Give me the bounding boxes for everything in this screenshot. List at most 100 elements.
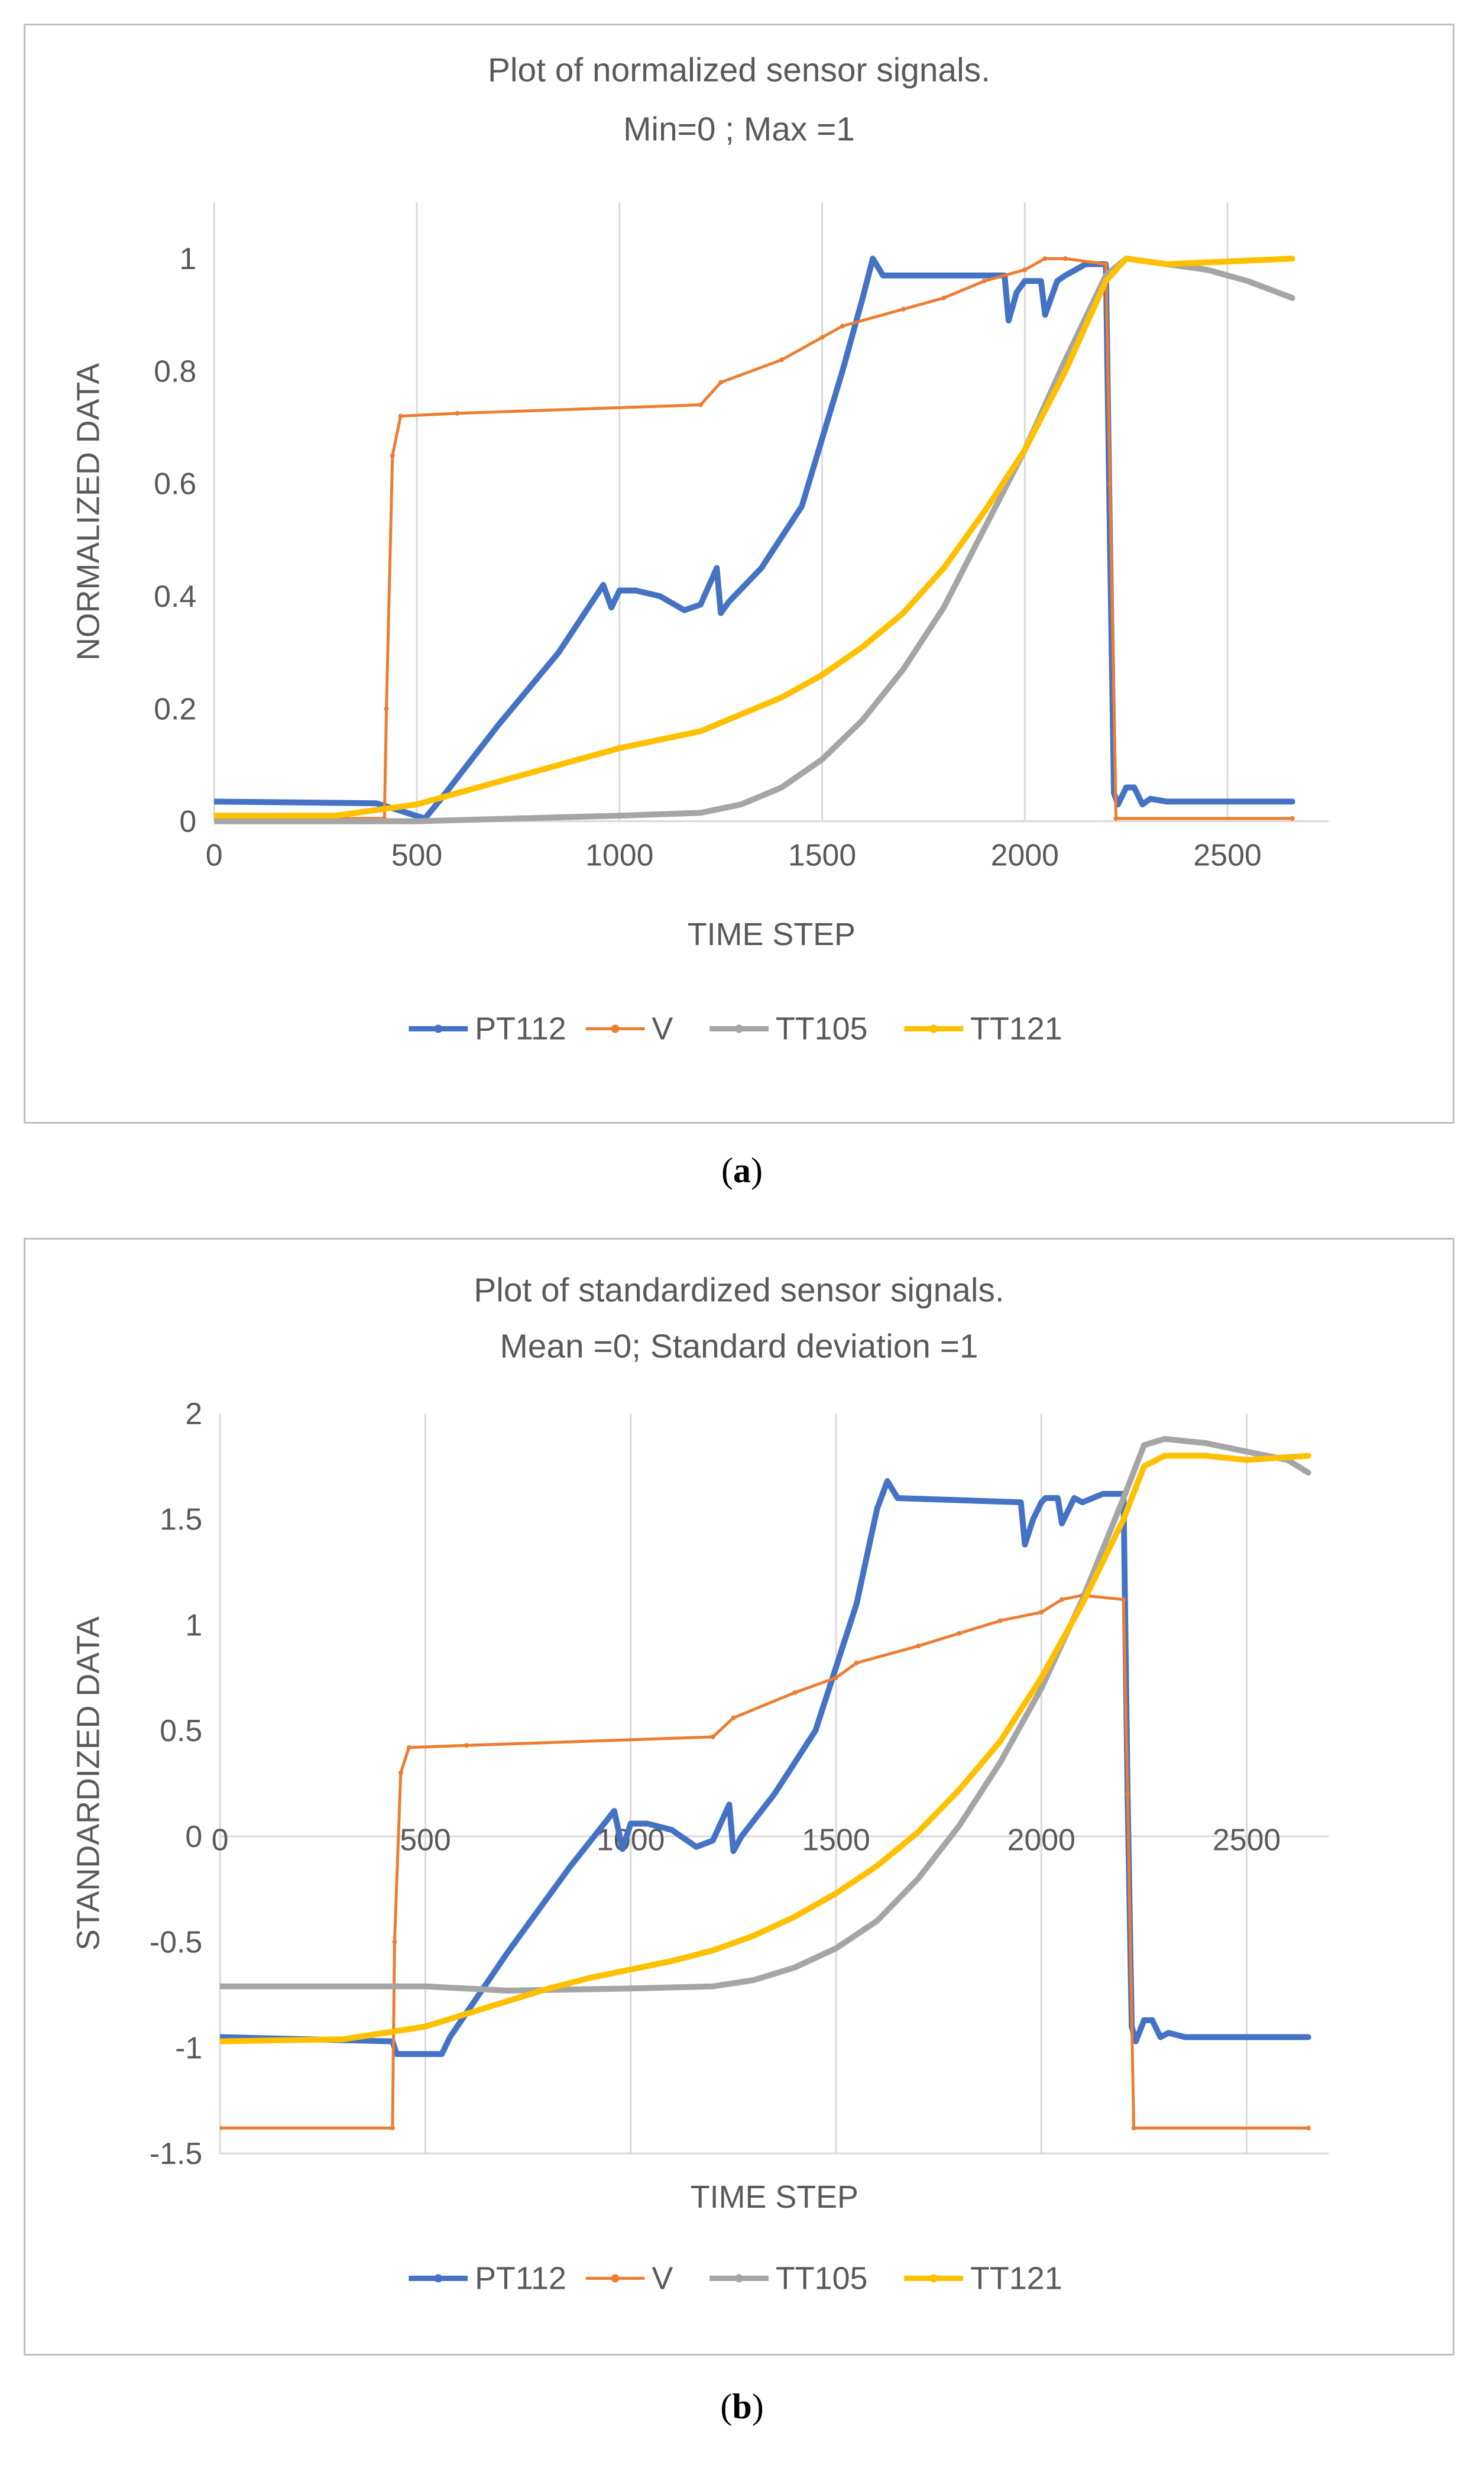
legend-marker-tt105 [735, 2274, 743, 2283]
data-point-tt121 [792, 1914, 798, 1919]
data-point-pt112 [1305, 2034, 1311, 2040]
data-point-pt112 [1014, 290, 1019, 295]
data-point-tt105 [957, 1823, 962, 1829]
data-point-tt121 [1289, 256, 1295, 261]
data-point-tt105 [1039, 1686, 1044, 1691]
data-point-pt112 [1080, 1500, 1085, 1505]
data-point-tt121 [628, 1967, 633, 1972]
x-axis-title: TIME STEP [688, 917, 856, 952]
data-point-tt121 [669, 1958, 675, 1963]
x-tick-label: 1500 [802, 1823, 870, 1857]
data-point-v [392, 1939, 397, 1945]
data-point-v [455, 410, 460, 416]
data-point-pt112 [1042, 312, 1048, 318]
data-point-pt112 [620, 1846, 625, 1852]
chart-title: Plot of standardized sensor signals. [474, 1272, 1004, 1309]
legend-marker-tt121 [929, 1024, 938, 1033]
data-point-pt112 [895, 1496, 900, 1501]
legend-label-tt105: TT105 [776, 1011, 868, 1046]
data-point-v [1103, 261, 1109, 267]
data-point-v [464, 1743, 469, 1748]
data-point-tt105 [819, 756, 825, 762]
data-point-pt112 [495, 723, 501, 728]
data-point-tt105 [220, 1984, 223, 1989]
data-point-pt112 [870, 256, 876, 261]
x-tick-label: 0 [212, 1823, 229, 1857]
data-point-tt121 [834, 1891, 839, 1896]
data-point-tt105 [628, 1986, 633, 1991]
data-point-pt112 [1022, 1542, 1028, 1547]
data-point-tt105 [834, 1946, 839, 1951]
data-point-pt112 [772, 1791, 777, 1797]
data-point-pt112 [854, 1601, 859, 1606]
x-tick-label: 2500 [1213, 1823, 1281, 1857]
data-point-pt112 [1289, 799, 1295, 804]
data-point-tt105 [414, 819, 419, 824]
standardized-chart-svg: Plot of standardized sensor signals. Mean… [71, 1272, 1329, 2296]
data-point-pt112 [739, 1833, 744, 1839]
data-point-tt105 [900, 667, 906, 672]
y-tick-label: -1.5 [150, 2136, 202, 2170]
data-point-tt121 [536, 768, 541, 774]
y-tick-label: 0.8 [154, 354, 196, 388]
data-point-v [1059, 1597, 1065, 1602]
data-point-tt105 [860, 717, 866, 723]
data-point-pt112 [644, 1821, 650, 1826]
data-point-tt121 [1121, 1516, 1126, 1522]
data-point-pt112 [1055, 279, 1060, 284]
data-point-tt121 [464, 2011, 469, 2017]
y-tick-label: 1 [179, 241, 196, 276]
data-point-tt121 [698, 729, 703, 734]
data-point-v [997, 1618, 1003, 1623]
legend-marker-v [611, 2274, 620, 2283]
data-point-pt112 [1055, 1496, 1061, 1501]
data-point-pt112 [505, 1950, 510, 1955]
data-point-pt112 [1100, 1491, 1106, 1496]
data-point-tt121 [1080, 1601, 1085, 1606]
data-point-tt121 [981, 509, 987, 515]
data-point-pt112 [1141, 2017, 1146, 2023]
y-tick-label: 0 [185, 1819, 202, 1853]
data-point-pt112 [1038, 279, 1044, 284]
y-tick-label: 0.4 [154, 579, 196, 613]
data-point-tt121 [546, 1986, 551, 1991]
data-point-pt112 [884, 1479, 890, 1484]
data-point-tt105 [1289, 295, 1295, 300]
data-point-tt121 [997, 1739, 1003, 1744]
data-point-pt112 [799, 503, 805, 509]
data-point-pt112 [682, 607, 687, 613]
y-tick-label: 2 [185, 1396, 202, 1431]
data-point-v [406, 1745, 411, 1750]
data-point-v [981, 279, 987, 284]
data-point-v [779, 357, 784, 363]
chart-title: Plot of normalized sensor signals. [488, 52, 990, 89]
series-line-tt105 [220, 1435, 1311, 1994]
x-tick-label: 2000 [991, 837, 1059, 872]
legend-marker-tt105 [735, 1024, 743, 1033]
data-point-tt121 [1162, 1453, 1167, 1458]
data-point-tt121 [576, 756, 582, 762]
data-point-pt112 [669, 1827, 675, 1833]
data-point-pt112 [214, 799, 217, 804]
x-axis-title: TIME STEP [691, 2179, 858, 2215]
data-point-tt105 [738, 802, 744, 807]
y-tick-label: -1 [175, 2030, 202, 2065]
data-point-tt121 [1203, 1453, 1208, 1458]
y-tick-label: 0.6 [154, 467, 196, 501]
data-point-pt112 [1123, 785, 1129, 790]
legend-marker-pt112 [434, 1024, 443, 1033]
data-point-tt121 [1141, 1464, 1146, 1469]
caption-b-label: b [732, 2387, 752, 2426]
x-tick-label: 1000 [585, 837, 653, 872]
data-point-pt112 [1148, 796, 1153, 801]
data-point-v [1305, 2126, 1311, 2131]
data-point-pt112 [710, 1838, 715, 1843]
y-tick-label: 1.5 [160, 1502, 202, 1536]
data-point-tt105 [941, 605, 947, 610]
data-point-tt121 [341, 2037, 346, 2042]
data-point-v [834, 1675, 839, 1680]
data-point-tt105 [1141, 1442, 1146, 1448]
data-point-pt112 [759, 565, 764, 571]
data-point-v [390, 453, 395, 458]
caption-a: (a) [721, 1151, 763, 1190]
